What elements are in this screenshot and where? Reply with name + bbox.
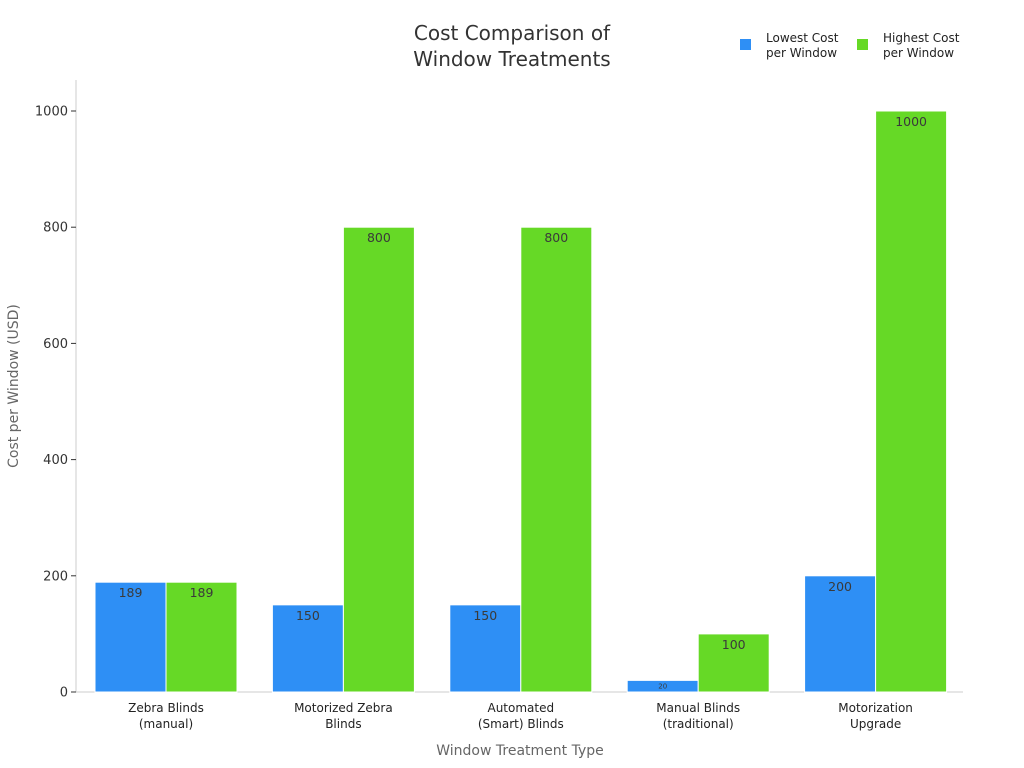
- y-axis-ticks: 0 200 400 600 800 1000: [35, 105, 76, 701]
- data-labels: 189 189 150 800 150 800 20 100 200 1000: [119, 114, 927, 691]
- x-category-label: Upgrade: [850, 717, 901, 731]
- x-category-label: (Smart) Blinds: [478, 717, 564, 731]
- x-category-label: Motorization: [838, 701, 913, 715]
- x-category-label: Manual Blinds: [656, 701, 740, 715]
- bars: [94, 110, 948, 693]
- x-axis-categories: Zebra Blinds (manual) Motorized Zebra Blind…: [128, 701, 913, 731]
- bar-value-label: 189: [190, 585, 214, 600]
- chart-title-line: Window Treatments: [413, 47, 610, 71]
- bar-value-label: 150: [296, 608, 320, 623]
- x-category-label: Motorized Zebra: [294, 701, 393, 715]
- bar: [342, 226, 415, 693]
- bar-value-label: 1000: [895, 114, 927, 129]
- y-tick-label: 800: [43, 221, 68, 236]
- legend-label: Lowest Cost: [766, 31, 839, 45]
- bar-value-label: 189: [119, 585, 143, 600]
- x-category-label: Zebra Blinds: [128, 701, 204, 715]
- bar: [165, 581, 238, 693]
- bar-value-label: 20: [658, 683, 667, 691]
- legend-swatch: [740, 39, 751, 50]
- chart-title-line: Cost Comparison of: [414, 21, 611, 45]
- axis-titles: Window Treatment Type Cost per Window (US…: [6, 304, 604, 759]
- y-tick-label: 600: [43, 337, 68, 352]
- legend-label: Highest Cost: [883, 31, 960, 45]
- y-tick-label: 200: [43, 569, 68, 584]
- x-category-label: Automated: [487, 701, 554, 715]
- bar-value-label: 800: [544, 230, 568, 245]
- y-tick-label: 0: [60, 686, 68, 701]
- bar-value-label: 100: [722, 637, 746, 652]
- bar: [697, 633, 770, 693]
- x-category-label: (manual): [139, 717, 193, 731]
- y-axis-title: Cost per Window (USD): [6, 304, 22, 468]
- bar-value-label: 150: [473, 608, 497, 623]
- legend-label: per Window: [883, 46, 954, 60]
- legend-label: per Window: [766, 46, 837, 60]
- bar: [520, 226, 593, 693]
- y-tick-label: 1000: [35, 105, 68, 120]
- y-tick-label: 400: [43, 453, 68, 468]
- legend-swatch: [857, 39, 868, 50]
- bar-value-label: 800: [367, 230, 391, 245]
- x-axis-title: Window Treatment Type: [436, 743, 604, 759]
- bar-value-label: 200: [828, 579, 852, 594]
- x-category-label: Blinds: [325, 717, 361, 731]
- bar: [94, 581, 167, 693]
- bar: [804, 575, 877, 693]
- bar: [875, 110, 948, 693]
- x-category-label: (traditional): [663, 717, 734, 731]
